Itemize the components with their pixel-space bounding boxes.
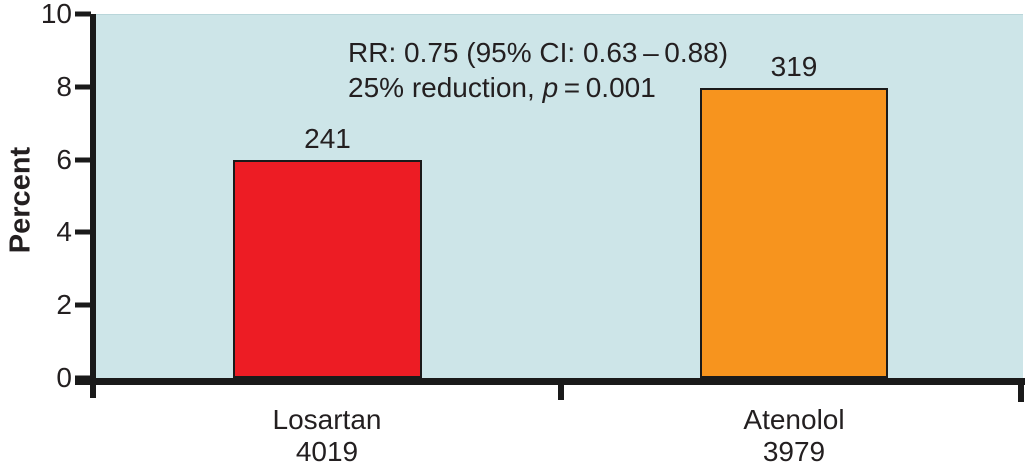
bar-group-atenolol: 319 [700,15,888,378]
x-axis-line [75,378,1025,385]
plot-area: RR: 0.75 (95% CI: 0.63 – 0.88) 25% reduc… [96,14,1023,378]
y-tick-label: 4 [56,216,72,248]
y-axis-tick-labels: 0 2 4 6 8 10 [0,0,72,392]
y-tick [75,157,91,163]
y-tick [75,375,91,381]
y-tick [75,229,91,235]
category-label-atenolol: Atenolol 3979 [684,404,904,468]
y-tick [75,11,91,17]
annotation-line-reduction: 25% reduction, p = 0.001 [348,72,656,103]
y-tick-label: 10 [40,0,72,29]
bar-value-label: 319 [770,50,818,82]
bar-group-losartan: 241 [233,15,422,378]
y-axis-line [90,14,96,398]
category-name: Losartan [272,404,382,435]
y-tick-label: 0 [56,362,72,393]
y-axis-ticks [75,11,91,381]
x-axis-tick-middle [558,385,564,400]
annotation-text: RR: 0.75 (95% CI: 0.63 – 0.88) 25% reduc… [348,35,728,105]
category-label-losartan: Losartan 4019 [217,404,437,468]
bar-atenolol [700,87,888,378]
bar-losartan [233,160,422,378]
category-n: 3979 [762,436,826,467]
y-tick-label: 6 [56,143,72,175]
x-axis-tick-right [1018,378,1024,402]
annotation-p-italic: p [542,72,559,103]
annotation-line-rr: RR: 0.75 (95% CI: 0.63 – 0.88) [348,37,729,68]
y-tick [75,84,91,90]
y-tick-label: 2 [56,289,72,321]
y-tick-label: 8 [56,70,72,102]
category-n: 4019 [295,436,359,467]
y-tick [75,302,91,308]
category-name: Atenolol [743,404,845,435]
bar-value-label: 241 [304,123,351,155]
